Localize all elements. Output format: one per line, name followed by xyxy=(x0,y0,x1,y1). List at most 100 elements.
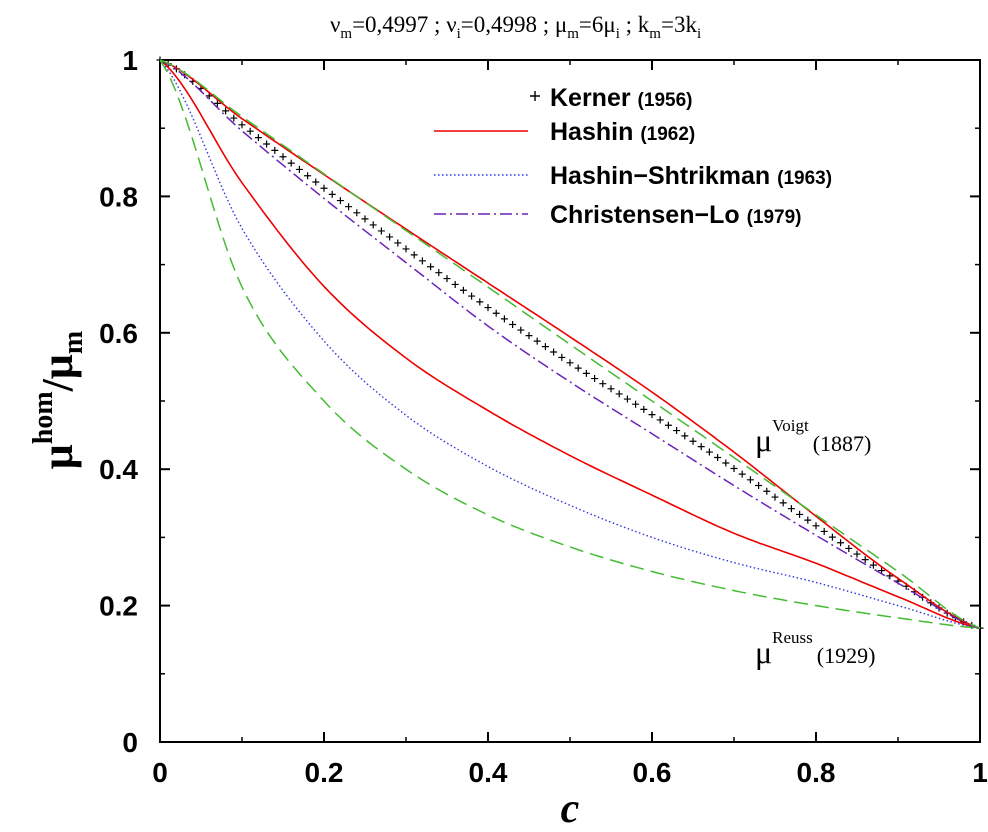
kerner-marker xyxy=(582,369,590,377)
kerner-marker xyxy=(312,178,320,186)
x-tick-label: 0.2 xyxy=(305,757,344,788)
kerner-marker xyxy=(763,487,771,495)
kerner-marker xyxy=(369,221,377,229)
kerner-marker xyxy=(861,556,869,564)
kerner-marker xyxy=(533,337,541,345)
x-tick-label: 0.8 xyxy=(797,757,836,788)
kerner-marker xyxy=(386,233,394,241)
y-tick-label: 0.6 xyxy=(99,318,138,349)
kerner-marker xyxy=(599,380,607,388)
title-nu-m: ν xyxy=(330,12,340,37)
kerner-marker xyxy=(402,245,410,253)
legend-hs-label: Hashin−Shtrikman (1963) xyxy=(550,162,832,190)
y-tick-labels: 0 0.2 0.4 0.6 0.8 1 xyxy=(99,45,138,758)
y-tick-label: 0.8 xyxy=(99,181,138,212)
kerner-marker xyxy=(451,280,459,288)
kerner-marker xyxy=(730,465,738,473)
kerner-marker xyxy=(541,343,549,351)
legend-cl-label: Christensen−Lo (1979) xyxy=(550,201,802,229)
kerner-marker xyxy=(828,533,836,541)
kerner-marker xyxy=(525,332,533,340)
kerner-marker xyxy=(336,197,344,205)
kerner-marker xyxy=(771,493,779,501)
x-tick-label: 0.4 xyxy=(469,757,508,788)
kerner-marker xyxy=(500,315,508,323)
kerner-marker xyxy=(361,215,369,223)
legend-item-hashin: Hashin (1962) xyxy=(434,118,695,146)
x-tick-label: 0.6 xyxy=(633,757,672,788)
y-tick-label: 0.4 xyxy=(99,454,138,485)
chart-title: νm=0,4997 ; νi=0,4998 ; μm=6μi ; km=3ki xyxy=(330,12,701,42)
y-tick-label: 0.2 xyxy=(99,591,138,622)
legend-plus-marker xyxy=(530,91,540,101)
kerner-marker xyxy=(238,121,246,129)
legend-hashin-label: Hashin (1962) xyxy=(550,118,695,146)
kerner-marker xyxy=(377,227,385,235)
kerner-marker xyxy=(418,257,426,265)
kerner-marker xyxy=(697,443,705,451)
x-tick-label: 1 xyxy=(972,757,988,788)
annotation-reuss: μReuss(1929) xyxy=(755,628,875,670)
kerner-marker xyxy=(623,395,631,403)
kerner-marker xyxy=(837,539,845,547)
kerner-marker xyxy=(476,298,484,306)
kerner-marker xyxy=(853,550,861,558)
kerner-marker xyxy=(812,522,820,530)
kerner-marker xyxy=(435,269,443,277)
kerner-marker xyxy=(804,516,812,524)
series-line-2 xyxy=(159,59,981,629)
kerner-marker xyxy=(820,527,828,535)
kerner-marker xyxy=(722,459,730,467)
kerner-marker xyxy=(640,405,648,413)
y-tick-label: 0 xyxy=(122,727,138,758)
legend: Kerner (1956) Hashin (1962) Hashin−Shtri… xyxy=(434,84,832,229)
kerner-marker xyxy=(295,165,303,173)
kerner-marker xyxy=(615,390,623,398)
kerner-marker xyxy=(271,146,279,154)
kerner-marker xyxy=(509,320,517,328)
legend-item-hashin-shtrikman: Hashin−Shtrikman (1963) xyxy=(434,162,832,190)
axis-ticks xyxy=(159,59,981,743)
y-tick-label: 1 xyxy=(122,45,138,76)
kerner-marker xyxy=(246,127,254,135)
kerner-marker xyxy=(574,364,582,372)
kerner-marker xyxy=(664,421,672,429)
series-line-3 xyxy=(159,59,981,629)
kerner-marker xyxy=(607,385,615,393)
kerner-marker xyxy=(656,416,664,424)
kerner-marker xyxy=(459,286,467,294)
kerner-marker xyxy=(213,99,221,107)
kerner-marker xyxy=(779,499,787,507)
legend-kerner-label: Kerner (1956) xyxy=(550,84,692,112)
kerner-marker xyxy=(558,353,566,361)
kerner-marker xyxy=(287,159,295,167)
series-line-1 xyxy=(159,59,981,629)
kerner-marker xyxy=(738,470,746,478)
kerner-marker xyxy=(787,505,795,513)
series-layer xyxy=(156,56,984,632)
series-kerner xyxy=(156,56,984,632)
kerner-marker xyxy=(254,134,262,142)
kerner-marker xyxy=(689,437,697,445)
kerner-marker xyxy=(714,453,722,461)
series-line-6 xyxy=(159,59,981,629)
kerner-marker xyxy=(673,427,681,435)
kerner-marker xyxy=(263,140,271,148)
kerner-marker xyxy=(550,348,558,356)
legend-kerner-marker xyxy=(530,91,540,101)
kerner-marker xyxy=(468,292,476,300)
kerner-marker xyxy=(705,448,713,456)
kerner-marker xyxy=(427,263,435,271)
kerner-marker xyxy=(320,184,328,192)
y-axis-label: μhom/μm xyxy=(28,331,89,469)
kerner-marker xyxy=(328,190,336,198)
kerner-marker xyxy=(443,275,451,283)
kerner-marker xyxy=(279,153,287,161)
kerner-marker xyxy=(230,114,238,122)
annotation-voigt: μVoigt(1887) xyxy=(755,416,871,458)
kerner-marker xyxy=(681,432,689,440)
legend-item-christensen-lo: Christensen−Lo (1979) xyxy=(434,201,802,229)
x-tick-label: 0 xyxy=(152,757,168,788)
kerner-marker xyxy=(648,411,656,419)
